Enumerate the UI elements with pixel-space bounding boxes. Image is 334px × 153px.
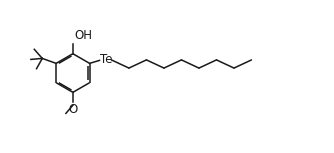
Text: Te: Te — [100, 53, 113, 66]
Text: OH: OH — [75, 29, 93, 42]
Text: O: O — [68, 103, 77, 116]
